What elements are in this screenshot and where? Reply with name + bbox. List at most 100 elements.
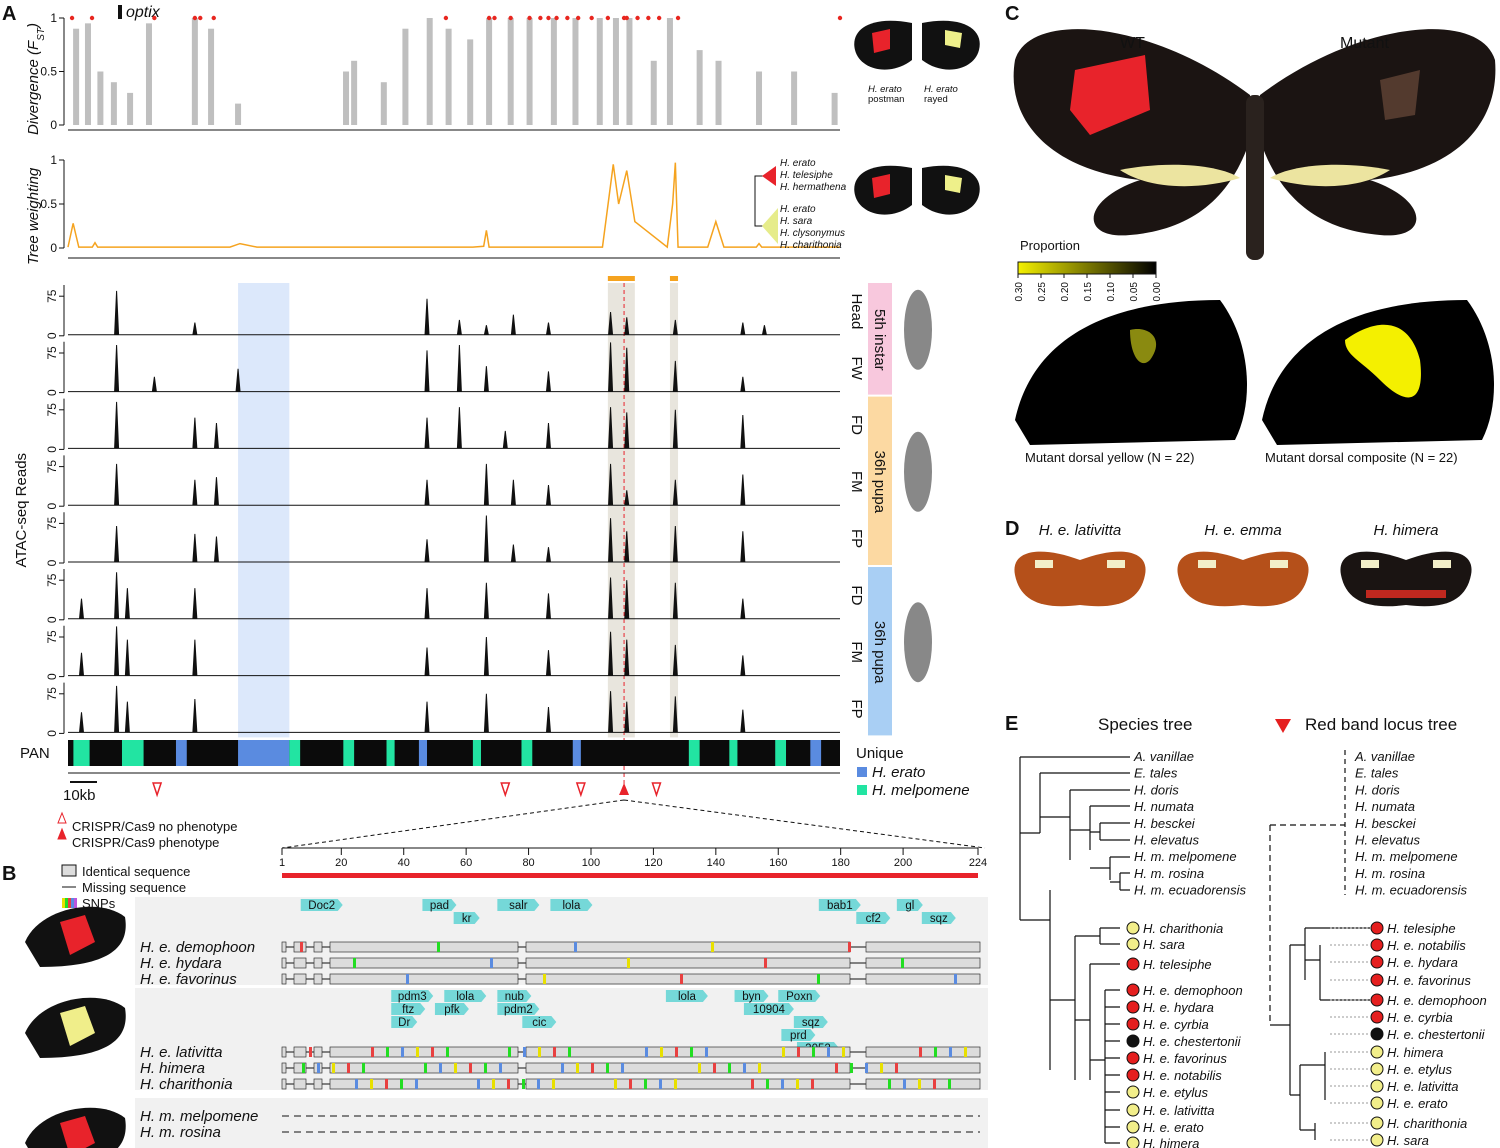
gene — [734, 990, 769, 1002]
fst-cluster — [351, 60, 358, 125]
taxon: H. elevatus — [1355, 833, 1421, 848]
pan-segment — [729, 740, 738, 766]
atac-peak — [545, 322, 551, 335]
atac-peak — [192, 699, 198, 733]
snp — [606, 1063, 609, 1073]
caption: Mutant dorsal composite (N = 22) — [1265, 450, 1458, 465]
legend-text: postman — [868, 94, 904, 105]
species-label: H. e. demophoon — [140, 939, 255, 956]
snp — [437, 942, 440, 952]
trait-dot — [1370, 1010, 1384, 1024]
snp — [484, 1063, 487, 1073]
atac-peak — [114, 526, 120, 563]
scale-label: 10kb — [63, 787, 96, 804]
snp — [347, 1063, 350, 1073]
species-label: H. m. melpomene — [140, 1108, 258, 1125]
snp — [964, 1047, 967, 1057]
taxon: H. charithonia — [1143, 921, 1223, 936]
clade-taxon: H. clysonymus — [780, 228, 845, 239]
atac-peak — [483, 366, 489, 392]
fst-outlier — [152, 15, 157, 21]
snp — [842, 1047, 845, 1057]
trait-dot — [1126, 1034, 1140, 1048]
snp — [758, 1063, 761, 1073]
atac-peak — [624, 580, 630, 619]
gene — [434, 1003, 469, 1015]
gene — [793, 1016, 828, 1028]
gene-label: nub — [505, 991, 524, 1003]
gene-label: lola — [562, 900, 581, 912]
atac-peak — [114, 401, 120, 449]
seq-block — [313, 973, 323, 985]
snp — [446, 1047, 449, 1057]
atac-peak — [624, 701, 630, 733]
pan-segment — [521, 740, 533, 766]
atac-peak — [624, 639, 630, 676]
taxon: A. vanillae — [1354, 749, 1415, 764]
seq-block — [293, 1046, 307, 1058]
pan-bar — [68, 740, 840, 766]
gene — [818, 899, 861, 911]
taxon: H. charithonia — [1387, 1116, 1467, 1131]
snp — [614, 1079, 617, 1089]
tick-label: 224 — [969, 857, 987, 869]
atac-peak — [624, 490, 630, 506]
pan-segment — [73, 740, 90, 766]
atac-peak — [235, 368, 241, 392]
trait-dot — [1370, 1133, 1384, 1147]
crispr-open — [152, 782, 163, 798]
atac-peak — [213, 536, 219, 563]
legend-label: H. erato — [872, 764, 925, 781]
colorbar-tick: 0.00 — [1152, 282, 1163, 302]
atac-peak — [483, 693, 489, 733]
gene — [422, 899, 457, 911]
y-tick-label: 1 — [50, 11, 57, 25]
locus-bar — [282, 873, 978, 878]
colorbar-tick: 0.10 — [1106, 282, 1117, 302]
seq-block — [525, 957, 851, 969]
snp — [895, 1063, 898, 1073]
atac-peak — [124, 701, 130, 733]
wing-maps — [1015, 300, 1494, 445]
fst-cluster — [526, 18, 533, 125]
y-tick-label: 75 — [45, 573, 59, 587]
snp — [903, 1079, 906, 1089]
trait-dot — [1370, 973, 1384, 987]
atac-peak — [545, 650, 551, 676]
atac-peak — [510, 479, 516, 506]
atac-peak — [483, 325, 489, 335]
gene-label: Dr — [398, 1017, 410, 1029]
fst-cluster — [572, 18, 579, 125]
clade-taxon: H. erato — [780, 158, 816, 169]
seq-block — [313, 957, 323, 969]
atac-peak — [114, 290, 120, 335]
atac-peak — [672, 696, 678, 733]
gene-label: byn — [742, 991, 761, 1003]
pan-segment — [121, 740, 144, 766]
snp — [948, 1079, 951, 1089]
snp — [680, 974, 683, 984]
species-label: H. e. lativitta — [140, 1044, 223, 1061]
fst-outlier — [198, 15, 203, 21]
gene-label: pdm2 — [504, 1004, 533, 1016]
snp — [439, 1063, 442, 1073]
tick-label: 20 — [335, 857, 347, 869]
y-tick-label: 0 — [45, 332, 59, 339]
track-name: FM — [848, 641, 865, 663]
tick-label: 180 — [831, 857, 849, 869]
snp — [629, 1079, 632, 1089]
highlight — [669, 283, 679, 738]
fst-outlier — [546, 15, 551, 21]
seq-block — [525, 1046, 851, 1058]
trait-dot — [1126, 957, 1140, 971]
weighting-line — [67, 162, 840, 249]
taxon: H. telesiphe — [1387, 921, 1456, 936]
fst-cluster — [402, 28, 409, 126]
gene — [497, 990, 532, 1002]
gene-label: pdm3 — [398, 991, 427, 1003]
taxon: H. himera — [1387, 1045, 1443, 1060]
fst-outlier — [69, 15, 75, 21]
snp — [477, 1079, 480, 1089]
highlight-bar — [669, 276, 679, 281]
fst-outlier — [492, 15, 497, 21]
